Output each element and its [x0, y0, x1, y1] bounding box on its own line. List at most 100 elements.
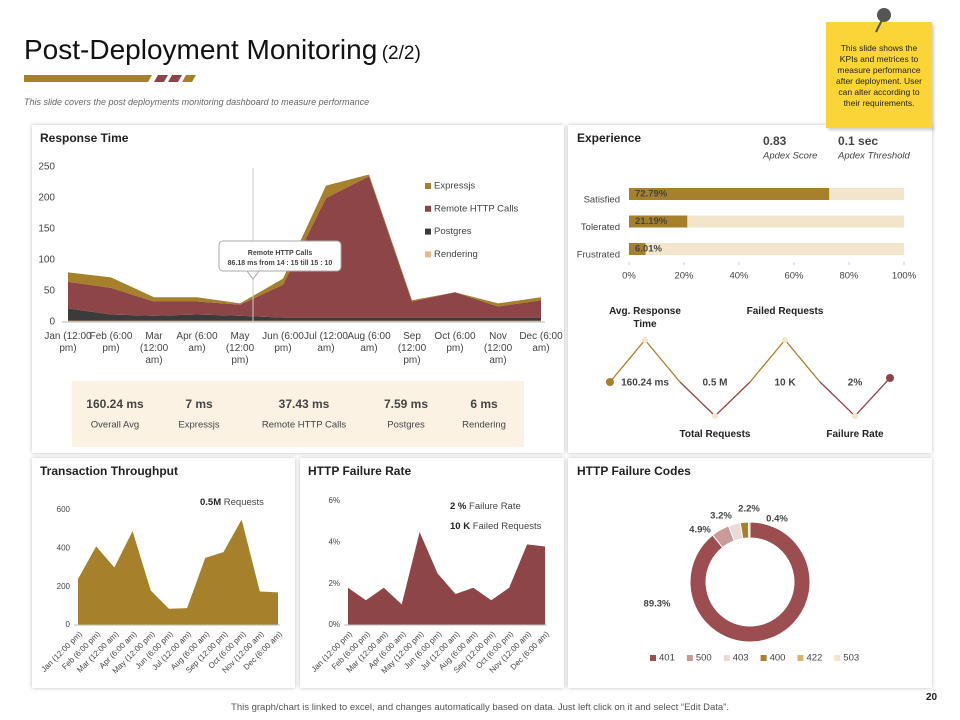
annotation-label: Failure Rate: [469, 501, 521, 512]
panel-title: Transaction Throughput: [40, 464, 178, 478]
title: Post-Deployment Monitoring (2/2): [24, 34, 421, 66]
apex: [852, 413, 858, 419]
annotation-value: 0.5M: [200, 497, 221, 508]
kpi-value: 10 K: [774, 378, 796, 389]
bar-track: [629, 215, 904, 228]
y-tick-label: 100: [38, 255, 55, 266]
legend-label: 500: [696, 653, 712, 664]
stat-value: 6 ms: [470, 397, 498, 411]
x-tick-label: Apr (6:00 am): [176, 331, 218, 354]
y-tick-label: 150: [38, 224, 55, 235]
stat-label: Remote HTTP Calls: [262, 420, 347, 431]
x-tick-label: 40%: [729, 271, 749, 282]
legend-label: 422: [806, 653, 822, 664]
annotation-value: 10 K: [450, 521, 470, 532]
kpi-label: Total Requests: [679, 429, 751, 440]
annotation: 0.5M Requests: [200, 497, 264, 508]
title-bar: [24, 75, 152, 82]
legend-label: Expressjs: [434, 181, 475, 192]
kpi-label: Failure Rate: [826, 429, 884, 440]
slice: [689, 521, 811, 643]
title-stripe: [182, 75, 196, 82]
wave-dot: [886, 374, 894, 382]
y-tick-label: 50: [44, 286, 56, 297]
x-tick-label: 60%: [784, 271, 804, 282]
legend-label: 401: [659, 653, 675, 664]
kpi-label: Avg. Response Time: [609, 306, 681, 330]
legend-swatch: [425, 228, 431, 235]
stats-box: [72, 381, 524, 447]
apdex-label: Apdex Score: [762, 151, 817, 162]
x-tick-label: 80%: [839, 271, 859, 282]
slice: [747, 521, 751, 539]
y-tick-label: 200: [38, 193, 55, 204]
annotation-label: Failed Requests: [473, 521, 542, 532]
legend-swatch: [425, 183, 431, 189]
legend-label: 503: [843, 653, 859, 664]
tooltip-title: Remote HTTP Calls: [248, 250, 313, 257]
panel-title: Experience: [577, 131, 642, 145]
x-tick-label: Feb (6:00 pm): [89, 331, 133, 354]
stat-value: 37.43 ms: [279, 397, 330, 411]
apdex-label: Apdex Threshold: [837, 151, 911, 162]
kpi-value: 160.24 ms: [621, 378, 669, 389]
note-text: This slide shows the KPIs and metrices t…: [836, 43, 922, 108]
annotation-value: 2 %: [450, 501, 467, 512]
apex: [712, 413, 718, 419]
x-tick-label: Sep (12:00 pm): [397, 331, 427, 366]
x-tick-label: May (12:00 pm): [225, 331, 255, 366]
stat-value: 160.24 ms: [86, 397, 144, 411]
annotation: 10 K Failed Requests: [450, 521, 542, 532]
annotation: 2 % Failure Rate: [450, 501, 521, 512]
bar: [629, 215, 688, 228]
y-tick-label: Tolerated: [581, 222, 620, 233]
x-tick-label: Dec (6:00 am): [519, 331, 563, 354]
stat-value: 7.59 ms: [384, 397, 428, 411]
apex: [642, 337, 648, 343]
sticky-note: [826, 22, 932, 128]
legend-swatch: [686, 655, 693, 661]
tooltip-text: 86.18 ms from 14 : 15 till 15 : 10: [228, 260, 333, 267]
tooltip-pointer: [246, 270, 260, 280]
bar-track: [629, 243, 904, 255]
y-tick-label: 0: [49, 317, 55, 328]
apex: [782, 337, 788, 343]
area: [78, 519, 278, 625]
panel-title: HTTP Failure Codes: [577, 464, 691, 478]
panel-title: Response Time: [40, 131, 129, 145]
value-label: 0.4%: [766, 514, 788, 525]
legend-swatch: [760, 655, 767, 661]
legend-swatch: [834, 655, 841, 661]
title-stripe: [168, 75, 182, 82]
y-tick-label: 6%: [328, 496, 340, 505]
y-tick-label: 0%: [328, 620, 340, 629]
stat-label: Rendering: [462, 420, 506, 431]
y-tick-label: Frustrated: [577, 250, 620, 261]
title-text: Post-Deployment Monitoring: [24, 34, 378, 65]
kpi-value: 0.5 M: [702, 378, 727, 389]
y-tick-label: 400: [57, 543, 71, 552]
value-label: 2.2%: [738, 504, 760, 515]
legend-swatch: [425, 251, 431, 258]
y-tick-label: 250: [38, 162, 55, 173]
legend-label: Rendering: [434, 249, 478, 260]
apdex-value: 0.1 sec: [838, 134, 878, 148]
stat-label: Postgres: [387, 420, 425, 431]
stat-value: 7 ms: [185, 397, 213, 411]
stat-label: Overall Avg: [91, 420, 139, 431]
x-tick-label: Nov (12:00 am): [483, 331, 513, 366]
x-tick-label: Jun (6:00 pm): [262, 331, 304, 354]
value-label: 3.2%: [710, 511, 732, 522]
y-tick-label: 4%: [328, 537, 340, 546]
x-tick-label: Jan (12:00 pm): [44, 331, 92, 354]
legend-label: 400: [770, 653, 786, 664]
pin: [875, 19, 883, 33]
y-tick-label: Satisfied: [584, 195, 620, 206]
legend-label: Postgres: [434, 226, 472, 237]
page-number: 20: [926, 692, 938, 703]
annotation-label: Requests: [224, 497, 264, 508]
x-tick-label: 20%: [674, 271, 694, 282]
legend-swatch: [425, 205, 431, 212]
